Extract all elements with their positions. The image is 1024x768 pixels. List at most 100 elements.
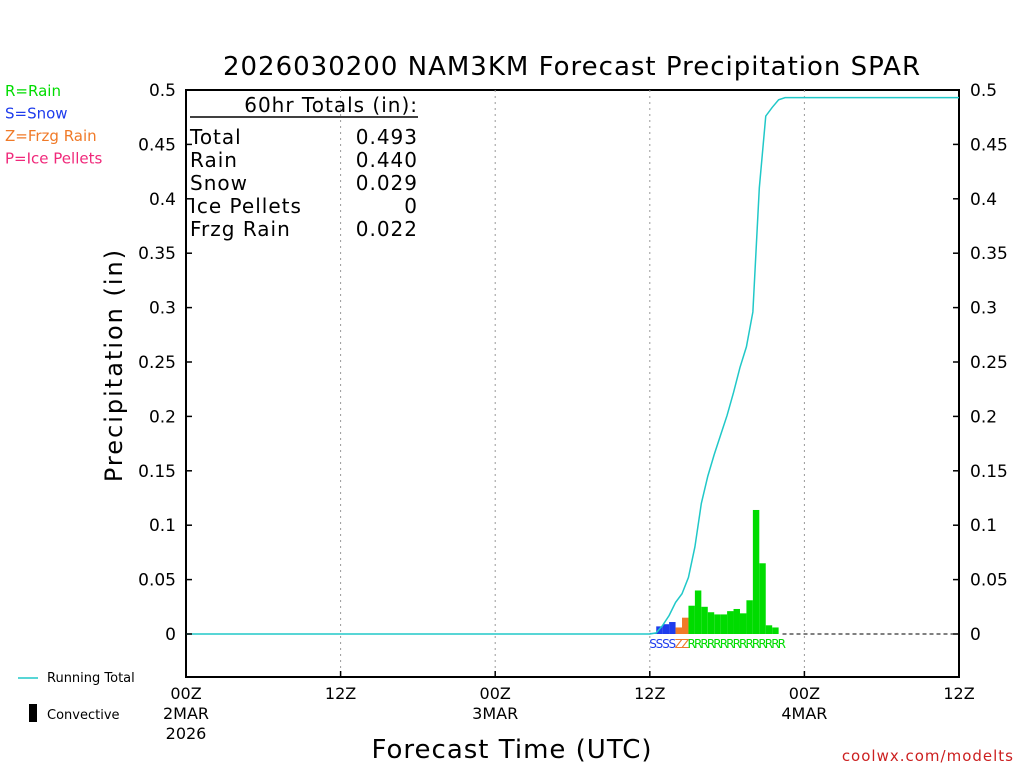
- y-tick-label-left-6: 0.2: [149, 407, 176, 427]
- bottom-legend: Running Total Convective: [18, 671, 135, 723]
- y-tick-label-left-2: 0.4: [149, 190, 176, 210]
- bar-3: [669, 622, 676, 634]
- type-code-20: R: [778, 637, 786, 651]
- y-tick-label-right-10: 0: [970, 625, 981, 645]
- credit-text: coolwx.com/modelts: [842, 747, 1014, 765]
- running-total-legend-label: Running Total: [47, 671, 135, 686]
- bar-19: [772, 627, 779, 634]
- y-tick-label-left-7: 0.15: [138, 462, 176, 482]
- y-tick-label-right-2: 0.4: [970, 190, 997, 210]
- x-tick-date-0: 2MAR: [163, 704, 209, 723]
- y-tick-label-left-4: 0.3: [149, 299, 176, 319]
- x-axis-title: Forecast Time (UTC): [371, 735, 652, 765]
- totals-box: 60hr Totals (in): Total 0.493 Rain 0.440 Sno…: [189, 93, 418, 241]
- legend-entry-0: R=Rain: [5, 82, 61, 100]
- y-tick-label-right-5: 0.25: [970, 353, 1008, 373]
- type-code-7: R: [694, 637, 702, 651]
- bar-6: [688, 605, 695, 634]
- y-tick-label-right-1: 0.45: [970, 135, 1008, 155]
- bar-10: [714, 614, 721, 634]
- type-code-17: R: [758, 637, 766, 651]
- y-tick-label-right-6: 0.2: [970, 407, 997, 427]
- x-tick-date-4: 4MAR: [781, 704, 827, 723]
- bar-13: [733, 608, 740, 634]
- type-code-4: Z: [675, 637, 683, 651]
- y-tick-label-right-3: 0.35: [970, 244, 1008, 264]
- x-tick-label-3: 12Z: [634, 684, 665, 703]
- convective-legend-swatch: [29, 704, 37, 722]
- x-tick-date-2: 3MAR: [472, 704, 518, 723]
- legend-entry-1: S=Snow: [5, 105, 68, 123]
- bar-5: [682, 617, 689, 634]
- type-code-1: S: [656, 637, 664, 651]
- bar-12: [727, 611, 734, 634]
- type-code-19: R: [771, 637, 779, 651]
- y-tick-label-left-5: 0.25: [138, 353, 176, 373]
- type-code-6: R: [687, 637, 695, 651]
- type-code-8: R: [700, 637, 708, 651]
- type-code-13: R: [733, 637, 741, 651]
- bar-8: [701, 606, 708, 634]
- bar-9: [707, 612, 715, 634]
- bar-18: [765, 625, 773, 634]
- bar-7: [694, 590, 702, 634]
- x-tick-label-4: 00Z: [789, 684, 820, 703]
- precip-bars: [649, 509, 779, 634]
- y-tick-label-right-4: 0.3: [970, 299, 997, 319]
- x-tick-year-0: 2026: [166, 724, 207, 743]
- totals-label-2: Snow: [190, 171, 248, 195]
- y-tick-label-right-7: 0.15: [970, 462, 1008, 482]
- plot-frame: [185, 89, 960, 678]
- totals-value-0: 0.493: [356, 125, 418, 149]
- y-tick-label-left-1: 0.45: [138, 135, 176, 155]
- legend-entry-2: Z=Frzg Rain: [5, 127, 97, 145]
- type-code-12: R: [726, 637, 734, 651]
- x-tick-label-2: 00Z: [480, 684, 511, 703]
- precip-type-legend: R=Rain S=Snow Z=Frzg Rain P=Ice Pellets: [5, 82, 102, 168]
- chart-title: 2026030200 NAM3KM Forecast Precipitation…: [223, 52, 921, 82]
- bar-16: [752, 509, 760, 634]
- y-tick-label-right-9: 0.05: [970, 571, 1008, 591]
- type-code-2: S: [662, 637, 670, 651]
- totals-value-3: 0: [404, 194, 418, 218]
- type-code-15: R: [745, 637, 753, 651]
- type-code-10: R: [713, 637, 721, 651]
- vertical-gridlines: [340, 90, 805, 677]
- totals-label-3: Ice Pellets: [190, 194, 302, 218]
- x-tick-label-5: 12Z: [943, 684, 974, 703]
- type-code-11: R: [720, 637, 728, 651]
- convective-legend-label: Convective: [47, 708, 120, 723]
- y-axis-title: Precipitation (in): [100, 248, 128, 482]
- y-tick-label-left-9: 0.05: [138, 571, 176, 591]
- totals-label-4: Frzg Rain: [190, 217, 291, 241]
- totals-value-4: 0.022: [356, 217, 418, 241]
- y-tick-label-left-0: 0.5: [149, 81, 176, 101]
- y-tick-label-left-3: 0.35: [138, 244, 176, 264]
- totals-label-1: Rain: [190, 148, 238, 172]
- bar-11: [720, 614, 728, 634]
- running-total-line: [186, 96, 959, 635]
- y-tick-label-left-10: 0: [165, 625, 176, 645]
- type-code-14: R: [739, 637, 747, 651]
- y-axis-right: 0.5 0.45 0.4 0.35 0.3 0.25 0.2 0.15 0.1 0.05 0: [953, 81, 1008, 645]
- totals-heading: 60hr Totals (in):: [244, 93, 418, 117]
- bar-2: [662, 624, 670, 634]
- totals-label-0: Total: [189, 125, 242, 149]
- x-tick-label-0: 00Z: [170, 684, 201, 703]
- x-tick-label-1: 12Z: [325, 684, 356, 703]
- bar-17: [759, 563, 766, 634]
- legend-entry-3: P=Ice Pellets: [5, 150, 102, 168]
- bar-15: [746, 600, 753, 634]
- type-code-0: S: [649, 637, 657, 651]
- y-axis-left: 0.5 0.45 0.4 0.35 0.3 0.25 0.2 0.15 0.1 0.05 0: [138, 81, 192, 645]
- type-code-18: R: [765, 637, 773, 651]
- y-tick-label-left-8: 0.1: [149, 516, 176, 536]
- y-tick-label-right-8: 0.1: [970, 516, 997, 536]
- type-code-3: S: [669, 637, 677, 651]
- type-code-9: R: [707, 637, 715, 651]
- totals-value-2: 0.029: [356, 171, 418, 195]
- type-code-16: R: [752, 637, 760, 651]
